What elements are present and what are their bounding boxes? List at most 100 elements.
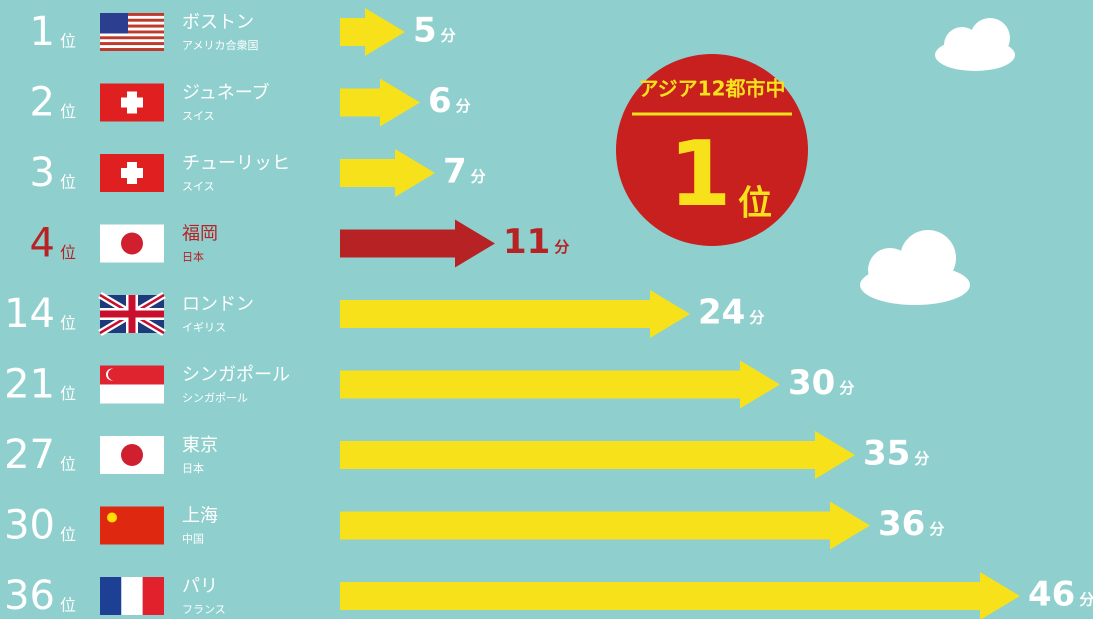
country-name: アメリカ合衆国 [182,38,258,52]
city-name: 上海 [182,506,218,527]
flag-part [100,27,164,31]
value-label: 46 [1028,575,1075,615]
flag-part [100,15,164,19]
flag [100,436,164,474]
flag-part [121,577,143,615]
value-unit: 分 [749,309,764,327]
flag-part [108,368,120,381]
rank-number: 4 [30,221,55,267]
arrow-bar [340,360,780,409]
rank-number: 36 [4,573,55,619]
city-name: パリ [182,576,218,597]
flag-part [100,21,164,25]
callout: アジア12都市中 1 位 [616,54,808,246]
arrow-bar [340,149,435,197]
rank-unit: 位 [60,32,76,51]
flag [100,224,164,263]
arrow-bar [340,78,420,127]
callout-circle [616,54,808,246]
rank-number: 3 [30,150,55,196]
callout-unit: 位 [738,184,772,224]
value-label: 36 [878,504,925,544]
value-unit: 分 [471,168,486,186]
country-name: フランス [182,603,226,616]
value-label: 11 [503,222,550,262]
rank-unit: 位 [60,525,76,544]
flag-part [100,45,164,49]
value-unit: 分 [554,238,569,256]
flag [100,83,164,122]
cloud [935,18,1015,71]
rank-unit: 位 [60,596,76,615]
city-name: ボストン [182,12,254,33]
rank-number: 30 [4,503,55,549]
flag-part [121,168,143,178]
arrow-bar [340,572,1020,619]
callout-title: アジア12都市中 [638,77,785,101]
flag-part [100,39,164,43]
flag-part [100,13,164,16]
flag-part [107,512,117,523]
country-name: 中国 [182,533,204,546]
flag-part [100,18,164,22]
value-label: 35 [863,434,910,474]
value-unit: 分 [456,97,471,115]
flag-part [100,36,164,40]
flag [98,291,166,337]
flag-part [142,577,164,615]
country-name: スイス [182,110,215,123]
flag [100,365,164,404]
rank-number: 21 [4,362,55,408]
value-unit: 分 [1079,591,1093,609]
arrow-bar [340,431,855,479]
rank-number: 2 [30,80,55,126]
value-unit: 分 [441,27,456,45]
city-name: シンガポール [182,365,290,386]
city-name: ジュネーブ [182,82,270,104]
city-name: 福岡 [182,224,218,245]
flag-part [100,506,164,545]
arrow-bar [340,290,690,338]
country-name: シンガポール [182,392,248,405]
flag-part [100,42,164,46]
value-label: 6 [428,81,452,121]
flag-part [100,13,128,34]
callout-rank: 1 [669,122,732,227]
value-label: 30 [788,363,835,403]
value-unit: 分 [839,379,854,397]
flag-part [100,48,164,51]
rank-unit: 位 [60,243,76,262]
rank-unit: 位 [60,314,76,333]
flag [100,506,164,545]
flag-part [100,577,122,615]
flag-part [100,310,164,318]
city-name: ロンドン [182,294,254,315]
flag-part [121,232,143,255]
country-name: 日本 [182,461,204,475]
flag-part [121,444,143,466]
flag [100,154,164,192]
arrow-bar [340,219,495,268]
flag [100,13,164,51]
value-label: 7 [443,152,467,192]
rank-number: 27 [4,432,55,478]
value-label: 24 [698,293,745,333]
country-name: イギリス [182,321,226,334]
rank-unit: 位 [60,455,76,474]
flag-part [100,30,164,34]
flag [100,577,164,615]
city-name: 東京 [182,435,218,456]
value-label: 5 [413,11,437,51]
rank-number: 1 [30,9,55,55]
city-name: チューリッヒ [182,153,290,174]
rank-number: 14 [4,291,55,337]
rank-unit: 位 [60,173,76,192]
flag-part [100,24,164,28]
country-name: スイス [182,180,215,193]
flag-part [121,97,143,108]
arrow-bar [340,8,405,56]
rank-unit: 位 [60,102,76,121]
arrow-bar [340,501,870,550]
cloud [860,230,970,305]
